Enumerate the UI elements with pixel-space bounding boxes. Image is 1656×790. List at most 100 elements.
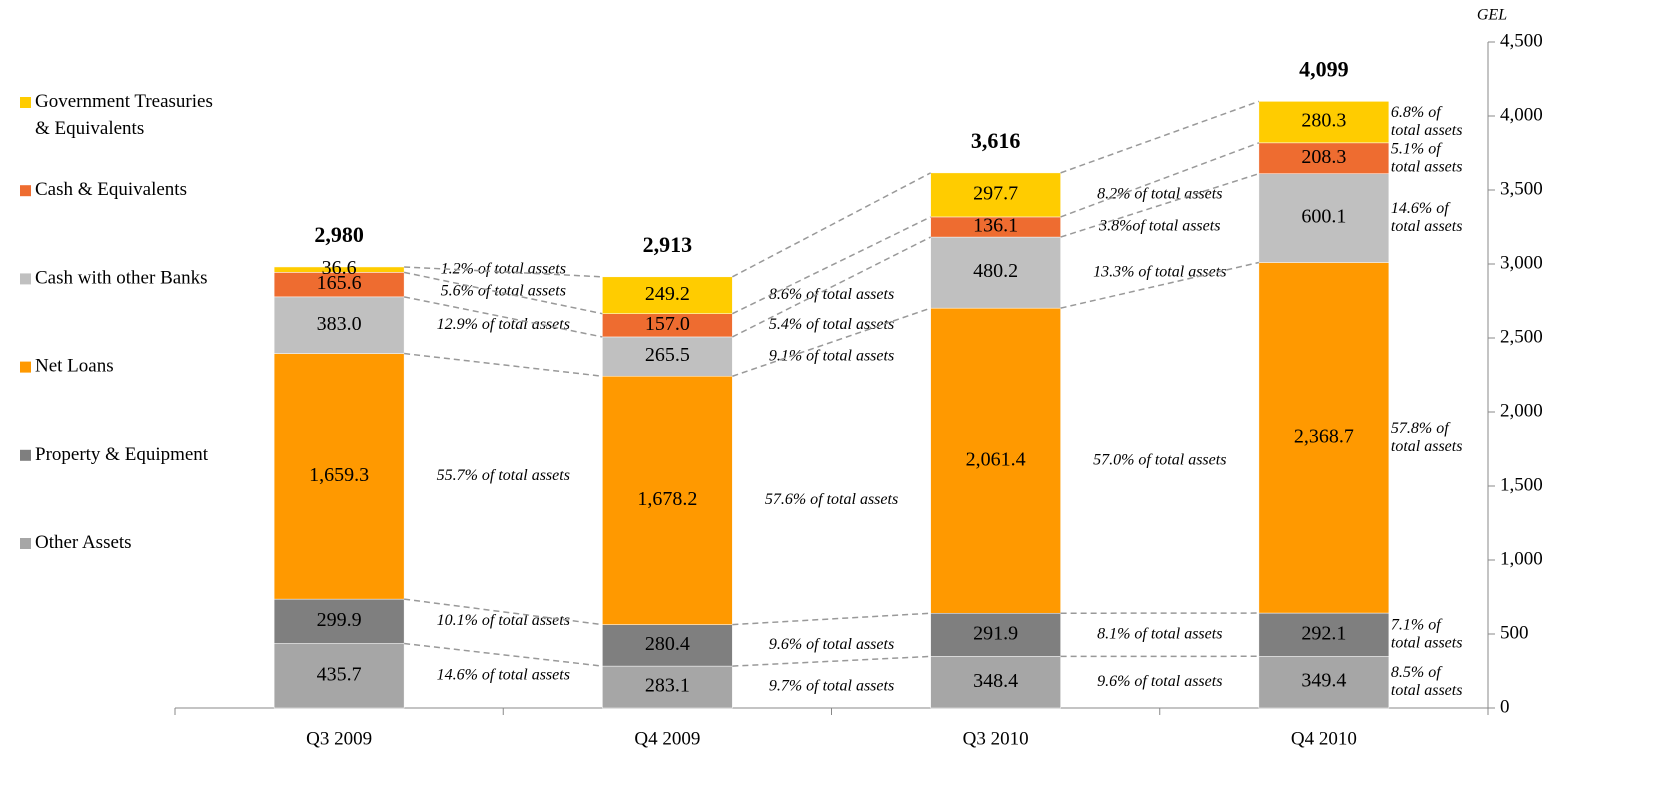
connector: [732, 655, 931, 667]
value-label: 280.4: [645, 633, 690, 655]
y-tick-label: 2,000: [1500, 400, 1543, 421]
x-tick-label: Q4 2010: [1291, 728, 1357, 749]
legend-label: Cash & Equivalents: [35, 180, 187, 201]
legend-swatch: [20, 538, 31, 549]
share-label: 55.7% of total assets: [437, 467, 570, 484]
bar-segment: [930, 307, 1061, 614]
bar-segment: [1258, 612, 1390, 657]
legend-swatch: [20, 97, 31, 108]
share-label: 3.8%of total assets: [1098, 218, 1220, 235]
legend-swatch: [20, 273, 31, 285]
value-label: 136.1: [973, 215, 1018, 237]
share-label: 6.8% of total assets: [1391, 104, 1463, 139]
y-tick-label: 3,500: [1500, 178, 1543, 199]
share-label: 9.7% of total assets: [769, 678, 894, 695]
share-label: 57.8% of total assets: [1391, 419, 1463, 454]
y-tick-label: 0: [1500, 696, 1510, 717]
value-label: 291.9: [973, 622, 1018, 644]
connector: [732, 612, 931, 626]
bar-segment: [602, 375, 733, 625]
legend-label: Government Treasuries & Equivalents: [35, 91, 218, 139]
share-label: 14.6% of total assets: [437, 666, 570, 683]
value-label: 1,678.2: [637, 488, 697, 510]
share-label: 9.6% of total assets: [769, 636, 894, 653]
connector: [1060, 142, 1260, 218]
bar-segment: [602, 276, 733, 314]
bar-segment: [273, 272, 405, 298]
connector: [732, 307, 931, 377]
value-label: 249.2: [645, 283, 690, 305]
bar-segment: [930, 656, 1061, 709]
share-label: 8.6% of total assets: [769, 286, 894, 303]
bar-segment: [1258, 101, 1390, 144]
legend-swatch: [20, 361, 31, 373]
connector: [403, 271, 603, 315]
share-label: 9.1% of total assets: [769, 347, 894, 364]
share-label: 8.2% of total assets: [1097, 186, 1222, 203]
value-label: 157.0: [645, 313, 690, 335]
unit-label: GEL: [1477, 7, 1507, 24]
y-tick-label: 3,000: [1500, 252, 1543, 273]
bar-segment: [930, 236, 1061, 309]
share-label: 12.9% of total assets: [437, 316, 570, 333]
y-tick-label: 4,500: [1500, 30, 1543, 51]
connector: [404, 352, 603, 377]
connector: [732, 236, 931, 338]
bar-segment: [1258, 142, 1390, 174]
share-label: 8.1% of total assets: [1097, 626, 1222, 643]
y-tick-label: 1,500: [1500, 474, 1543, 495]
legend-swatch: [20, 185, 31, 197]
value-label: 299.9: [317, 609, 362, 631]
value-label: 292.1: [1301, 622, 1346, 644]
bar-segment: [273, 296, 405, 354]
value-label: 2,368.7: [1294, 425, 1354, 447]
x-tick-label: Q4 2009: [634, 728, 700, 749]
value-label: 348.4: [973, 670, 1018, 692]
connector: [732, 172, 931, 278]
bar-segment: [1258, 173, 1390, 263]
value-label: 280.3: [1301, 110, 1346, 132]
share-label: 57.0% of total assets: [1093, 451, 1226, 468]
x-tick-label: Q3 2009: [306, 728, 372, 749]
share-label: 5.1% of total assets: [1391, 140, 1463, 175]
legend-label: Net Loans: [35, 356, 114, 377]
y-tick-label: 1,000: [1500, 548, 1543, 569]
connector: [1060, 100, 1260, 174]
value-label: 208.3: [1301, 146, 1346, 168]
value-label: 297.7: [973, 182, 1018, 204]
value-label: 383.0: [317, 313, 362, 335]
bar-segment: [273, 643, 405, 709]
bar-segment: [602, 665, 733, 709]
value-label: 600.1: [1301, 206, 1346, 228]
value-label: 283.1: [645, 675, 690, 697]
bar-segment: [273, 353, 405, 600]
connector: [1060, 172, 1260, 238]
connector: [403, 296, 603, 338]
y-tick-label: 2,500: [1500, 326, 1543, 347]
value-label: 435.7: [317, 663, 362, 685]
connector: [1060, 261, 1260, 309]
legend-label: Other Assets: [35, 532, 132, 553]
bar-segment: [602, 336, 733, 377]
share-label: 13.3% of total assets: [1093, 263, 1226, 280]
connector: [732, 216, 931, 315]
connector: [404, 598, 603, 626]
legend-label: Cash with other Banks: [35, 268, 208, 289]
bar-segment: [930, 172, 1061, 218]
value-label: 2,061.4: [966, 448, 1026, 470]
share-label: 5.4% of total assets: [769, 316, 894, 333]
share-label: 57.6% of total assets: [765, 491, 898, 508]
total-label: 2,913: [643, 232, 693, 257]
y-tick-label: 500: [1500, 622, 1529, 643]
share-label: 7.1% of total assets: [1391, 616, 1463, 651]
share-label: 14.6% of total assets: [1391, 200, 1463, 235]
share-label: 10.1% of total assets: [437, 612, 570, 629]
total-label: 2,980: [314, 222, 364, 247]
share-label: 8.5% of total assets: [1391, 664, 1463, 699]
y-tick-label: 4,000: [1500, 104, 1543, 125]
bar-segment: [273, 598, 405, 644]
value-label: 480.2: [973, 260, 1018, 282]
share-label: 5.6% of total assets: [441, 282, 566, 299]
bar-segment: [273, 266, 405, 273]
